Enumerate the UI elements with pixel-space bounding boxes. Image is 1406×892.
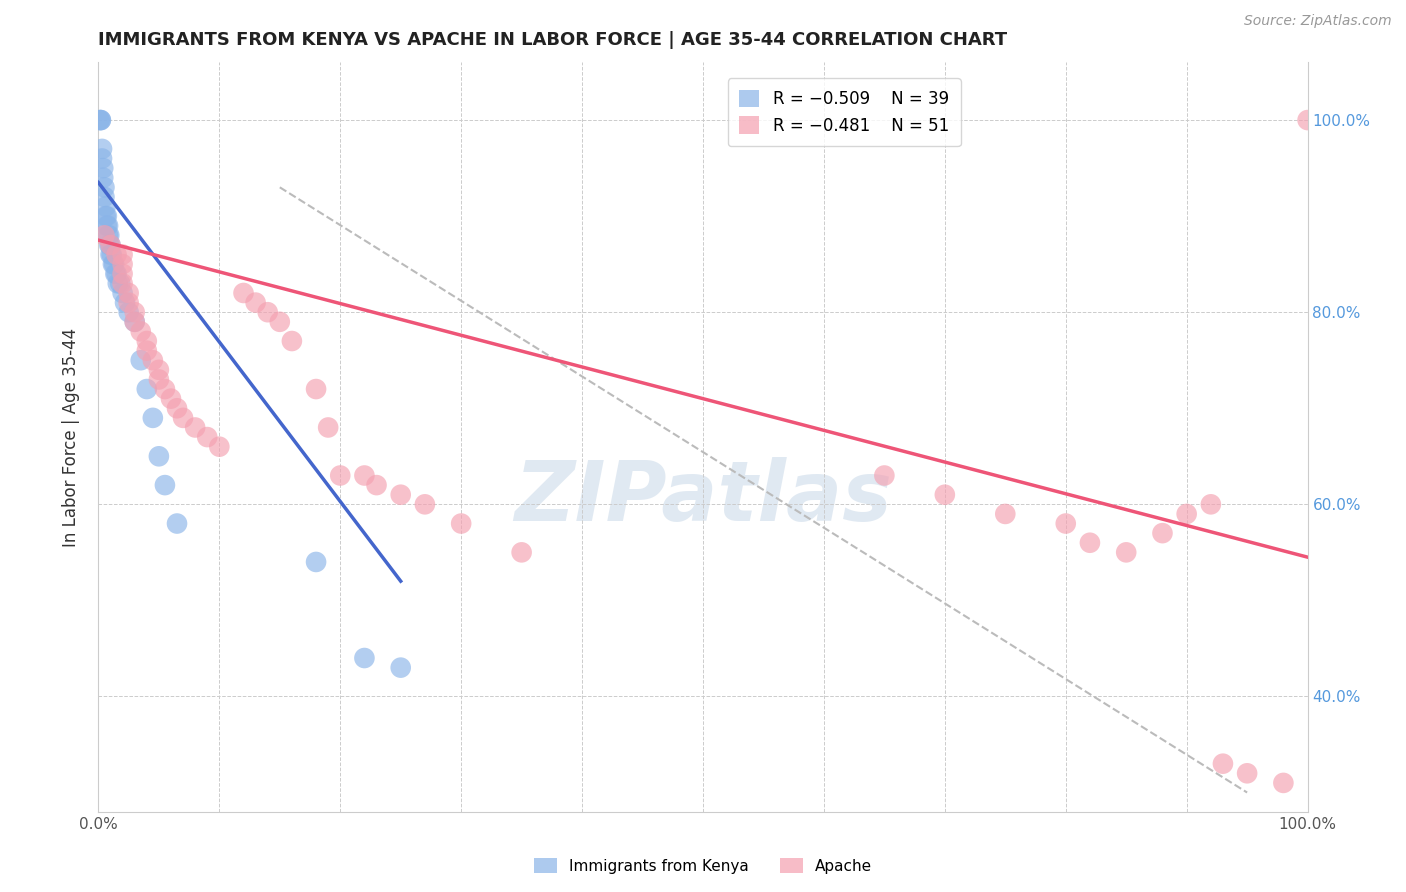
Point <box>245 295 267 310</box>
Point <box>1175 507 1198 521</box>
Point <box>153 382 176 396</box>
Point <box>129 325 152 339</box>
Text: IMMIGRANTS FROM KENYA VS APACHE IN LABOR FORCE | AGE 35-44 CORRELATION CHART: IMMIGRANTS FROM KENYA VS APACHE IN LABOR… <box>98 31 1008 49</box>
Point <box>305 382 328 396</box>
Point <box>135 382 157 396</box>
Point <box>129 353 152 368</box>
Point <box>94 200 117 214</box>
Text: Source: ZipAtlas.com: Source: ZipAtlas.com <box>1244 14 1392 28</box>
Point <box>153 478 176 492</box>
Point <box>98 238 121 252</box>
Point <box>96 209 118 223</box>
Point <box>1236 766 1258 780</box>
Point <box>510 545 533 559</box>
Point <box>107 277 129 291</box>
Point <box>873 468 896 483</box>
Point <box>142 410 165 425</box>
Point <box>1212 756 1234 771</box>
Point <box>100 247 122 261</box>
Point <box>98 228 121 243</box>
Point <box>124 315 146 329</box>
Text: ZIPatlas: ZIPatlas <box>515 457 891 538</box>
Point <box>135 343 157 358</box>
Point <box>256 305 278 319</box>
Point <box>94 209 117 223</box>
Point <box>142 353 165 368</box>
Point <box>148 450 170 464</box>
Point <box>91 152 114 166</box>
Point <box>100 247 122 261</box>
Point <box>100 238 122 252</box>
Point <box>124 315 146 329</box>
Point <box>104 267 127 281</box>
Point <box>208 440 231 454</box>
Point <box>97 228 120 243</box>
Point <box>91 142 114 156</box>
Point <box>305 555 328 569</box>
Point <box>1296 113 1319 128</box>
Point <box>316 420 339 434</box>
Point <box>90 113 112 128</box>
Point <box>118 285 141 300</box>
Point <box>108 277 131 291</box>
Point <box>1115 545 1137 559</box>
Point <box>93 190 115 204</box>
Point <box>184 420 207 434</box>
Point <box>1199 497 1222 511</box>
Point <box>353 468 375 483</box>
Point <box>195 430 218 444</box>
Legend: R = −0.509    N = 39, R = −0.481    N = 51: R = −0.509 N = 39, R = −0.481 N = 51 <box>728 78 960 146</box>
Point <box>1272 776 1295 790</box>
Point <box>105 267 128 281</box>
Point <box>232 285 254 300</box>
Point <box>111 277 134 291</box>
Point <box>124 305 146 319</box>
Point <box>111 257 134 271</box>
Point <box>111 285 134 300</box>
Point <box>160 392 183 406</box>
Point <box>111 247 134 261</box>
Point <box>93 180 115 194</box>
Point <box>100 238 122 252</box>
Point <box>93 228 115 243</box>
Point <box>329 468 352 483</box>
Point <box>281 334 304 348</box>
Point <box>166 401 188 416</box>
Point <box>148 372 170 386</box>
Point <box>135 334 157 348</box>
Point <box>353 651 375 665</box>
Point <box>1078 535 1101 549</box>
Point <box>994 507 1017 521</box>
Point <box>89 113 111 128</box>
Point <box>114 295 136 310</box>
Point <box>166 516 188 531</box>
Point <box>101 257 124 271</box>
Point <box>450 516 472 531</box>
Point <box>1054 516 1077 531</box>
Point <box>118 295 141 310</box>
Point <box>389 660 412 674</box>
Point <box>389 488 412 502</box>
Y-axis label: In Labor Force | Age 35-44: In Labor Force | Age 35-44 <box>62 327 80 547</box>
Point <box>91 170 114 185</box>
Point <box>118 305 141 319</box>
Point <box>413 497 436 511</box>
Point <box>269 315 291 329</box>
Point <box>91 161 114 175</box>
Point <box>934 488 956 502</box>
Legend: Immigrants from Kenya, Apache: Immigrants from Kenya, Apache <box>529 852 877 880</box>
Point <box>366 478 388 492</box>
Point <box>90 113 112 128</box>
Point <box>172 410 194 425</box>
Point <box>105 247 128 261</box>
Point <box>97 219 120 233</box>
Point <box>1152 526 1174 541</box>
Point <box>103 257 125 271</box>
Point <box>148 363 170 377</box>
Point <box>111 267 134 281</box>
Point <box>96 219 118 233</box>
